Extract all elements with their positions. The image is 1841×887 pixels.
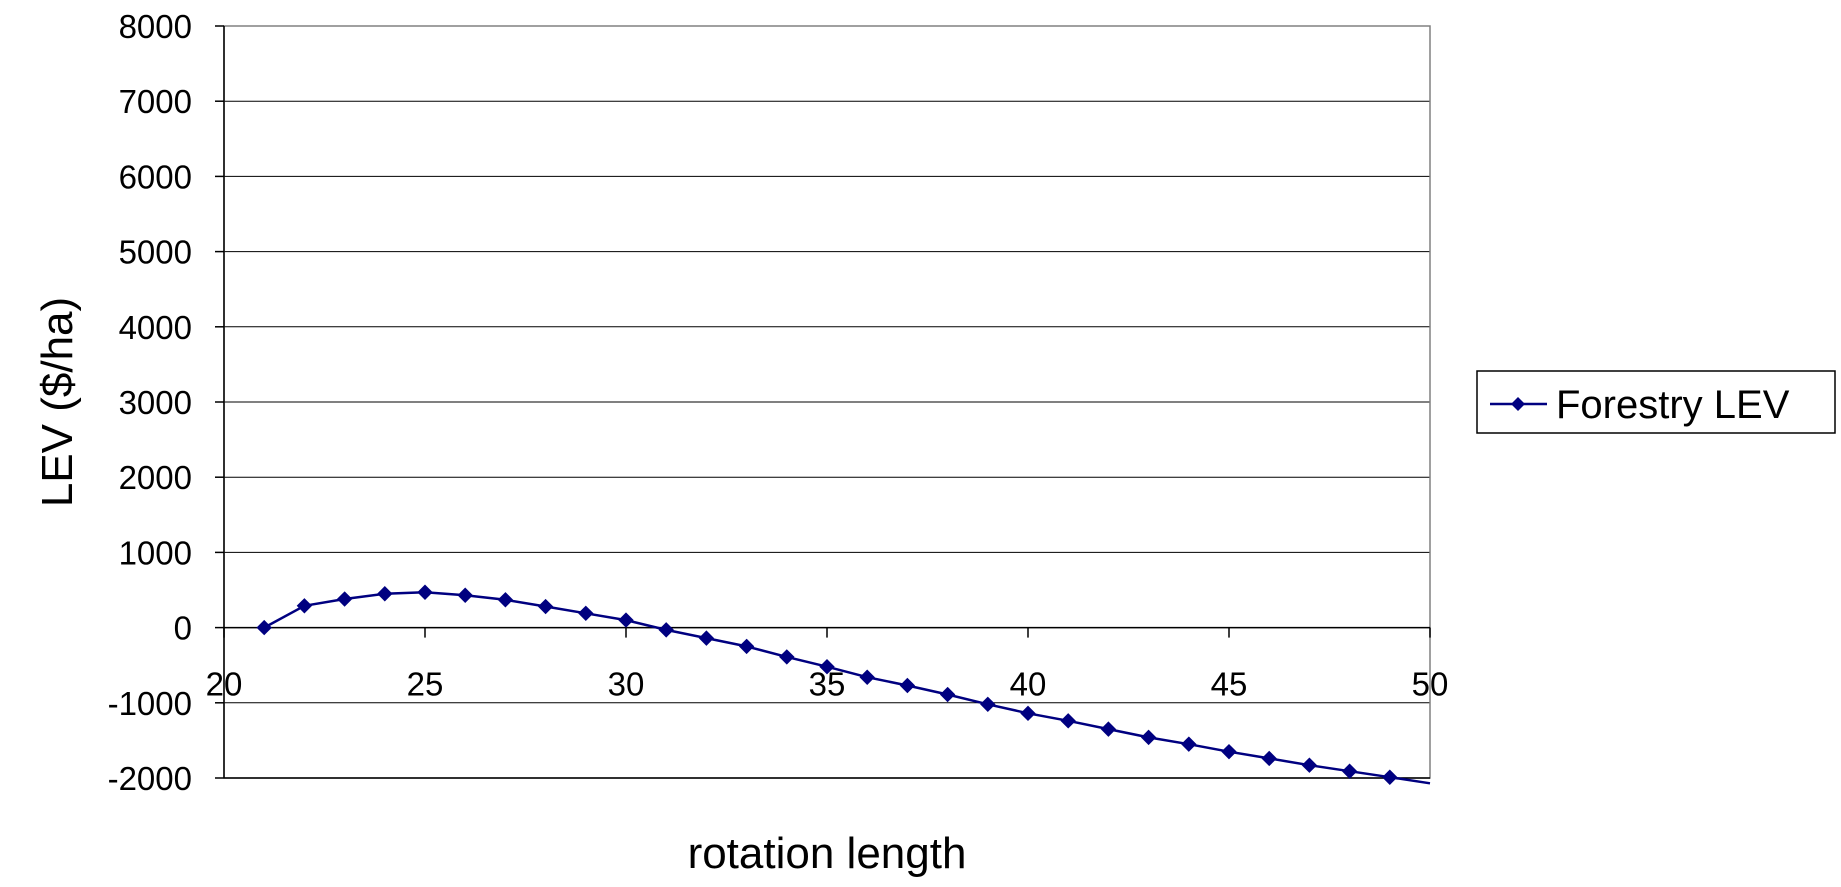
y-tick-label: 2000	[119, 459, 192, 496]
y-tick-label: 8000	[119, 8, 192, 45]
x-tick-label: 50	[1412, 666, 1449, 703]
legend: Forestry LEV	[1476, 370, 1836, 434]
data-point	[1382, 769, 1398, 785]
legend-label: Forestry LEV	[1556, 383, 1790, 427]
data-point	[1341, 763, 1358, 779]
gridlines	[224, 25, 1430, 704]
data-point	[738, 638, 755, 655]
data-point	[578, 605, 594, 622]
data-point	[1100, 721, 1117, 737]
data-point	[819, 658, 835, 675]
data-point	[1140, 729, 1157, 746]
data-point	[859, 669, 875, 685]
x-tick-label: 20	[206, 666, 243, 703]
tick-labels: -2000 -1000 0 1000 2000 3000 4000 5000 6000 7000 8…	[108, 8, 1449, 797]
data-point	[497, 592, 514, 608]
data-point	[1301, 757, 1318, 773]
data-point	[256, 619, 272, 636]
data-point	[658, 622, 674, 638]
y-tick-label: 3000	[119, 384, 192, 421]
axes	[215, 25, 1431, 779]
x-tick-label: 30	[608, 666, 645, 703]
x-tick-label: 35	[809, 666, 846, 703]
data-point	[1060, 713, 1076, 729]
data-point	[1181, 736, 1197, 752]
y-tick-label: -1000	[108, 685, 192, 722]
data-point	[1221, 743, 1237, 760]
y-tick-label: 1000	[119, 534, 192, 571]
data-point	[1020, 705, 1036, 722]
x-tick-label: 45	[1211, 666, 1248, 703]
x-axis-title: rotation length	[688, 829, 967, 878]
data-point	[417, 584, 433, 600]
data-point	[296, 598, 313, 614]
data-point	[939, 686, 956, 703]
y-tick-label: -2000	[108, 760, 192, 797]
data-point	[377, 586, 393, 602]
data-point	[457, 587, 473, 603]
series-layer	[256, 584, 1431, 785]
data-point	[980, 696, 996, 713]
y-tick-label: 7000	[119, 83, 192, 120]
y-tick-label: 0	[174, 610, 192, 647]
data-point	[779, 649, 795, 665]
y-axis-title: LEV ($/ha)	[33, 297, 82, 507]
data-point	[336, 591, 353, 607]
x-tick-label: 40	[1010, 666, 1047, 703]
legend-box	[1476, 370, 1836, 434]
y-tick-label: 5000	[119, 234, 192, 271]
data-point	[899, 677, 916, 694]
y-tick-label: 4000	[119, 309, 192, 346]
data-point	[537, 598, 554, 615]
y-tick-label: 6000	[119, 158, 192, 195]
x-tick-label: 25	[407, 666, 444, 703]
legend-diamond-marker	[1511, 397, 1525, 411]
data-point	[1261, 750, 1277, 767]
data-point	[618, 612, 634, 628]
data-point	[698, 630, 715, 646]
